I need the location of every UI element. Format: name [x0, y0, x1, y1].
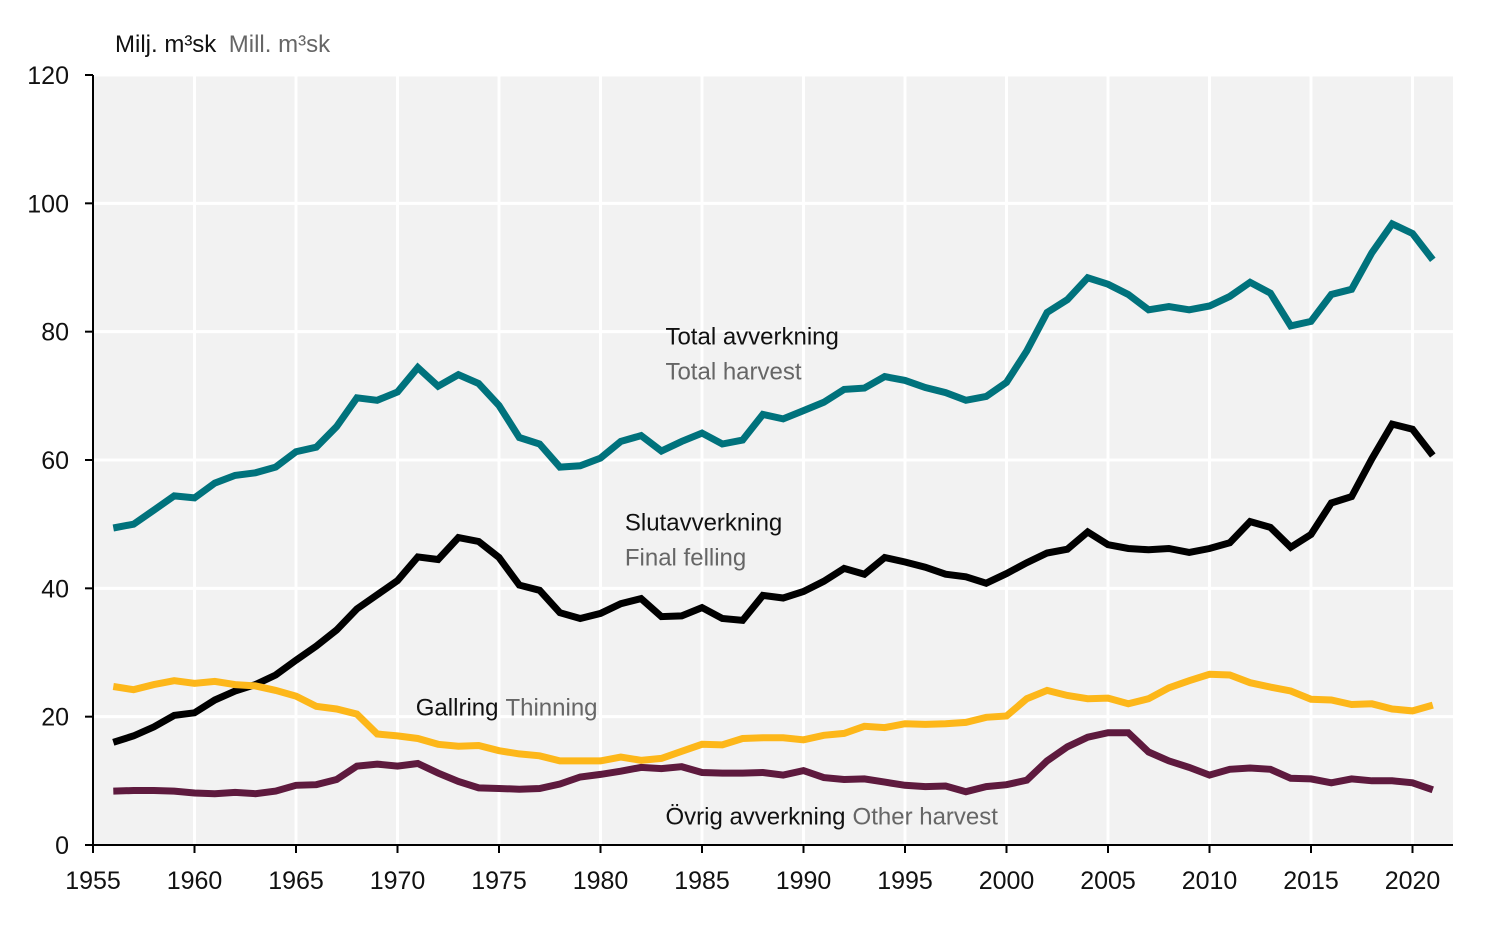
annotation-final-secondary: Final felling	[625, 545, 746, 572]
x-tick-label: 2000	[979, 867, 1035, 895]
y-tick-label: 20	[41, 704, 69, 732]
x-axis-ticks: 1955 1960 1965 1970 1975 1980 1985 1990 1995 2000…	[65, 845, 1440, 895]
y-tick-label: 40	[41, 575, 69, 603]
annotation-total-secondary: Total harvest	[665, 359, 801, 386]
x-tick-label: 1990	[776, 867, 832, 895]
y-tick-label: 80	[41, 319, 69, 347]
annotation-thinning: Gallring Thinning	[416, 694, 598, 721]
x-tick-label: 1960	[167, 867, 223, 895]
x-tick-label: 1965	[268, 867, 324, 895]
annotation-thinning-primary: Gallring	[416, 694, 499, 721]
y-tick-label: 100	[27, 190, 69, 218]
x-tick-label: 1955	[65, 867, 121, 895]
series-line-thinning	[112, 670, 1434, 765]
y-axis-ticks: 0 20 40 60 80 100 120	[27, 62, 93, 860]
annotation-total-primary: Total avverkning	[665, 324, 838, 351]
annotation-other-primary: Övrig avverkning	[665, 803, 845, 830]
y-tick-label: 60	[41, 447, 69, 475]
y-tick-label: 120	[27, 62, 69, 90]
annotation-final-primary: Slutavverkning	[625, 510, 782, 537]
annotation-thinning-secondary: Thinning	[505, 694, 597, 721]
series-lines	[112, 219, 1436, 798]
y-axis-unit-label: Milj. m³sk Mill. m³sk	[115, 31, 331, 58]
series-line-other	[113, 729, 1434, 798]
unit-label-secondary: Mill. m³sk	[229, 31, 331, 58]
x-tick-label: 1975	[471, 867, 527, 895]
series-line-final	[112, 420, 1436, 746]
x-tick-label: 1995	[877, 867, 933, 895]
x-tick-label: 2015	[1283, 867, 1339, 895]
x-tick-label: 2010	[1182, 867, 1238, 895]
x-tick-label: 1980	[573, 867, 629, 895]
annotation-other: Övrig avverkning Other harvest	[665, 803, 998, 830]
annotation-other-secondary: Other harvest	[853, 803, 999, 830]
x-tick-label: 1985	[674, 867, 730, 895]
series-line-total	[112, 219, 1436, 532]
y-tick-label: 0	[55, 832, 69, 860]
x-tick-label: 1970	[370, 867, 426, 895]
unit-label-primary: Milj. m³sk	[115, 31, 217, 58]
x-tick-label: 2020	[1385, 867, 1441, 895]
x-tick-label: 2005	[1080, 867, 1136, 895]
series-annotations: Total avverkning Total harvest Slutavverkn…	[416, 324, 998, 831]
